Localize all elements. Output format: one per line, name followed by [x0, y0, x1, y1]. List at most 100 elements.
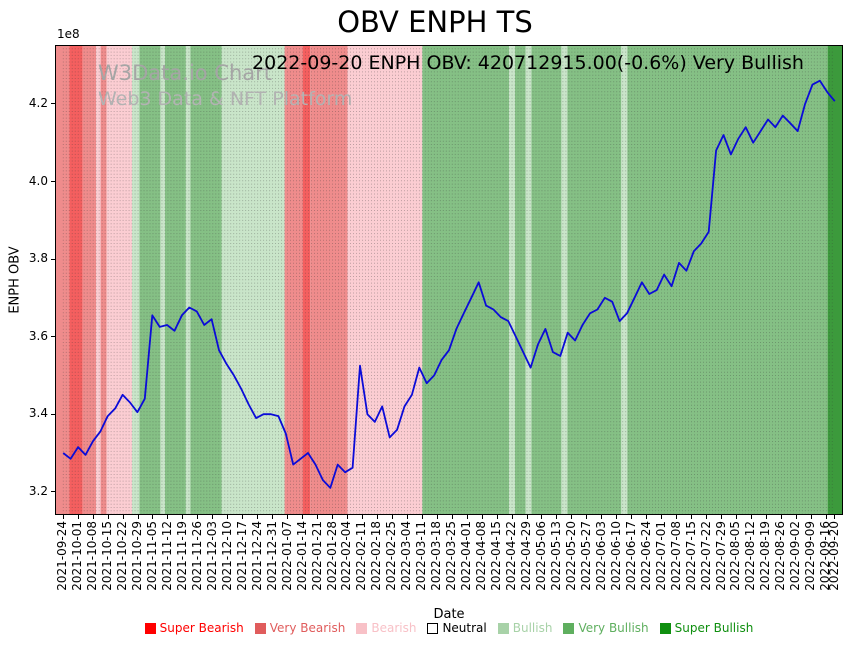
x-tick-label: 2022-05-20	[563, 521, 578, 591]
x-tick-label: 2022-02-25	[384, 521, 399, 591]
sentiment-band-bullish	[621, 45, 628, 515]
x-tick-label: 2021-12-31	[264, 521, 279, 591]
x-tick-mark	[122, 515, 124, 519]
sentiment-band-super_bearish	[302, 45, 311, 515]
x-tick-label: 2022-07-29	[713, 521, 728, 591]
sentiment-band-bullish	[561, 45, 568, 515]
legend-label: Bearish	[371, 621, 417, 635]
legend-swatch	[356, 622, 368, 634]
y-tick-label: 4.0	[28, 173, 48, 188]
x-tick-mark	[317, 515, 319, 519]
x-tick-label: 2022-04-08	[474, 521, 489, 591]
plot-border	[55, 45, 843, 515]
legend-swatch	[254, 622, 266, 634]
sentiment-band-super_bullish	[827, 45, 843, 515]
sentiment-band-very_bullish	[190, 45, 222, 515]
x-tick-label: 2022-08-19	[758, 521, 773, 591]
x-tick-label: 2022-02-04	[339, 521, 354, 591]
obv-line	[62, 79, 836, 489]
x-tick-mark	[735, 515, 737, 519]
x-tick-mark	[646, 515, 648, 519]
x-tick-mark	[481, 515, 483, 519]
legend-swatch	[659, 622, 671, 634]
x-tick-mark	[107, 515, 109, 519]
x-tick-mark	[586, 515, 588, 519]
x-tick-mark	[541, 515, 543, 519]
x-tick-label: 2022-09-02	[788, 521, 803, 591]
x-tick-mark	[825, 515, 827, 519]
x-tick-label: 2022-06-24	[638, 521, 653, 591]
sentiment-band-very_bullish	[531, 45, 562, 515]
x-tick-mark	[691, 515, 693, 519]
x-tick-label: 2021-09-24	[55, 521, 70, 591]
legend-swatch	[497, 622, 509, 634]
x-tick-mark	[182, 515, 184, 519]
x-tick-label: 2022-06-17	[623, 521, 638, 591]
sentiment-band-super_bearish	[69, 45, 83, 515]
x-tick-mark	[137, 515, 139, 519]
y-tick-mark	[51, 491, 55, 493]
y-axis-offset-text: 1e8	[57, 27, 80, 41]
x-tick-label: 2022-08-12	[743, 521, 758, 591]
y-tick-mark	[51, 258, 55, 260]
y-tick-mark	[51, 103, 55, 105]
sentiment-band-very_bearish	[82, 45, 97, 515]
x-tick-mark	[750, 515, 752, 519]
x-tick-mark	[346, 515, 348, 519]
x-tick-mark	[834, 515, 836, 519]
x-tick-mark	[62, 515, 64, 519]
legend-item-super-bullish: Super Bullish	[659, 621, 753, 635]
sentiment-band-bearish	[347, 45, 423, 515]
sentiment-band-bullish	[525, 45, 532, 515]
x-tick-label: 2022-09-20	[826, 521, 841, 591]
x-tick-label: 2022-04-15	[489, 521, 504, 591]
x-tick-label: 2022-02-18	[369, 521, 384, 591]
x-tick-label: 2022-05-13	[548, 521, 563, 591]
x-tick-label: 2022-08-05	[728, 521, 743, 591]
x-tick-mark	[451, 515, 453, 519]
x-tick-mark	[257, 515, 259, 519]
x-tick-label: 2021-10-29	[130, 521, 145, 591]
y-tick-mark	[51, 181, 55, 182]
x-tick-label: 2021-11-12	[159, 521, 174, 591]
legend: Super Bearish Very Bearish Bearish Neutral B…	[55, 621, 843, 635]
x-tick-mark	[706, 515, 708, 519]
x-tick-label: 2022-06-10	[608, 521, 623, 591]
x-tick-label: 2021-11-05	[144, 521, 159, 591]
y-tick-label: 3.2	[28, 483, 48, 498]
chart-title: OBV ENPH TS	[337, 5, 533, 39]
x-tick-label: 2022-02-11	[354, 521, 369, 591]
legend-label: Neutral	[442, 621, 487, 635]
legend-item-neutral: Neutral	[427, 621, 487, 635]
x-tick-label: 2022-03-18	[429, 521, 444, 591]
legend-item-very-bullish: Very Bullish	[563, 621, 649, 635]
x-tick-label: 2022-01-28	[324, 521, 339, 591]
x-tick-mark	[242, 515, 244, 519]
x-tick-mark	[511, 515, 513, 519]
x-tick-mark	[601, 515, 603, 519]
x-tick-mark	[436, 515, 438, 519]
latest-value-annotation: 2022-09-20 ENPH OBV: 420712915.00(-0.6%)…	[252, 52, 804, 74]
y-tick-label: 3.6	[28, 328, 48, 343]
x-tick-label: 2022-07-22	[698, 521, 713, 591]
x-axis-label: Date	[433, 607, 465, 622]
legend-swatch	[427, 622, 439, 634]
x-tick-mark	[272, 515, 274, 519]
x-tick-label: 2022-05-27	[578, 521, 593, 591]
x-tick-label: 2021-10-15	[100, 521, 115, 591]
x-tick-mark	[361, 515, 363, 519]
x-tick-mark	[571, 515, 573, 519]
x-tick-mark	[496, 515, 498, 519]
y-tick-mark	[51, 336, 55, 338]
x-tick-label: 2021-10-22	[115, 521, 130, 591]
sentiment-band-very_bullish	[422, 45, 510, 515]
watermark-line1: W3Data.io Chart	[98, 61, 273, 85]
x-tick-mark	[92, 515, 94, 519]
sentiment-band-very_bullish	[567, 45, 622, 515]
x-tick-mark	[212, 515, 214, 519]
legend-item-bearish: Bearish	[356, 621, 416, 635]
sentiment-band-bullish	[509, 45, 516, 515]
x-tick-mark	[302, 515, 304, 519]
x-tick-mark	[466, 515, 468, 519]
